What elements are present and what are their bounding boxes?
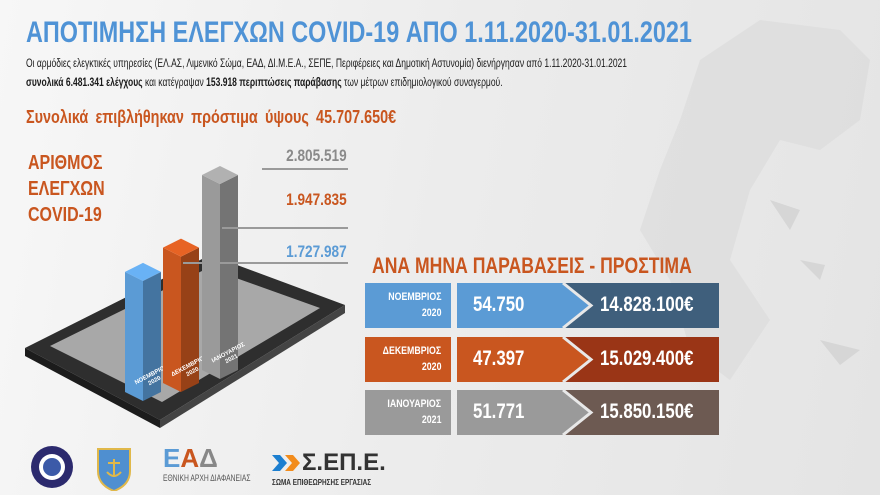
sepe-name: ΣΩΜΑ ΕΠΙΘΕΩΡΗΣΗΣ ΕΡΓΑΣΙΑΣ: [272, 478, 372, 487]
chart-title: ΑΡΙΘΜΟΣ ΕΛΕΓΧΩΝ COVID-19: [28, 150, 124, 228]
violations-value: 51.771: [473, 400, 525, 423]
chart-title-line: ΕΛΕΓΧΩΝ: [28, 178, 105, 200]
month-label: ΙΑΝΟΥΑΡΙΟΣ: [387, 398, 441, 410]
intro-text: και κατέγραψαν: [142, 77, 207, 89]
sepe-chevrons-icon: [272, 455, 300, 471]
violations-value: 54.750: [473, 293, 525, 316]
violations-arrow: [457, 388, 594, 437]
ead-logo: ΕΑΔ ΕΘΝΙΚΗ ΑΡΧΗ ΔΙΑΦΑΝΕΙΑΣ: [163, 443, 280, 484]
year-label: 2020: [421, 307, 441, 319]
ead-mark-letter: Α: [180, 443, 200, 473]
bar-face-right: [143, 271, 161, 401]
page-title: ΑΠΟΤΙΜΗΣΗ ΕΛΕΓΧΩΝ COVID-19 ΑΠΟ 1.11.2020…: [26, 16, 692, 49]
ead-mark-letter: Δ: [199, 443, 218, 473]
bar-face-top: [125, 262, 161, 281]
table-title: ΑΝΑ ΜΗΝΑ ΠΑΡΑΒΑΣΕΙΣ - ΠΡΟΣΤΙΜΑ: [372, 253, 692, 278]
fines-value: 14.828.100€: [600, 293, 694, 316]
total-violations: 153.918 περιπτώσεις παράβασης: [206, 77, 342, 89]
month-cell: ΝΟΕΜΒΡΙΟΣ 2020: [365, 283, 451, 328]
table-row: ΔΕΚΕΜΒΡΙΟΣ 2020 47.397 15.029.400€: [365, 335, 719, 384]
bar-face-top: [163, 238, 199, 257]
bar-1: ΝΟΕΜΒΡΙΟΣ2020: [125, 262, 169, 401]
year-label: 2021: [421, 414, 441, 426]
bar-chart-3d: ΝΟΕΜΒΡΙΟΣ2020ΔΕΚΕΜΒΡΙΟΣ2020ΙΑΝΟΥΑΡΙΟΣ202…: [25, 166, 345, 428]
month-cell: ΔΕΚΕΜΒΡΙΟΣ 2020: [365, 337, 451, 382]
intro-line-2: συνολικά 6.481.341 ελέγχους και κατέγραψ…: [26, 77, 670, 89]
bar-face-left: [163, 247, 181, 392]
intro-text: των μέτρων επιδημιολογικού συναγερμού.: [341, 77, 503, 89]
value-label-january: 2.805.519: [286, 146, 347, 165]
table-row: ΙΑΝΟΥΑΡΙΟΣ 2021 51.771 15.850.150€: [365, 388, 719, 437]
value-leader-line: [183, 262, 348, 264]
ead-mark-letter: Ε: [163, 443, 181, 473]
bar-face-top: [202, 166, 238, 184]
fines-value: 15.029.400€: [600, 347, 694, 370]
chart-title-line: COVID-19: [28, 204, 102, 226]
bar-face-right: [181, 247, 199, 392]
intro-line-1: Οι αρμόδιες ελεγκτικές υπηρεσίες (ΕΛ.ΑΣ,…: [26, 58, 628, 70]
month-label: ΔΕΚΕΜΒΡΙΟΣ: [382, 345, 441, 357]
month-cell: ΙΑΝΟΥΑΡΙΟΣ 2021: [365, 390, 451, 435]
value-leader-line: [222, 227, 348, 229]
violations-arrow: [457, 281, 594, 330]
bar-face-left: [202, 175, 220, 379]
bar-face-right: [220, 175, 238, 379]
year-label: 2020: [421, 361, 441, 373]
coastguard-logo: [97, 448, 131, 491]
sepe-logo: Σ.ΕΠ.Ε. ΣΩΜΑ ΕΠΙΘΕΩΡΗΣΗΣ ΕΡΓΑΣΙΑΣ: [272, 451, 396, 488]
sepe-mark: Σ.ΕΠ.Ε.: [302, 449, 386, 476]
value-label-november: 1.727.987: [286, 242, 347, 261]
fines-value: 15.850.150€: [600, 400, 694, 423]
violations-arrow: [457, 335, 594, 384]
value-label-december: 1.947.835: [286, 190, 347, 209]
chart-title-line: ΑΡΙΘΜΟΣ: [28, 152, 103, 174]
ead-name: ΕΘΝΙΚΗ ΑΡΧΗ ΔΙΑΦΑΝΕΙΑΣ: [163, 473, 251, 483]
total-checks: συνολικά 6.481.341 ελέγχους: [26, 77, 143, 89]
police-logo: [31, 446, 73, 488]
violations-value: 47.397: [473, 347, 525, 370]
bar-3: ΙΑΝΟΥΑΡΙΟΣ2021: [202, 166, 246, 379]
total-fines: Συνολικά επιβλήθηκαν πρόστιμα ύψους 45.7…: [26, 107, 397, 127]
month-label: ΝΟΕΜΒΡΙΟΣ: [387, 291, 441, 303]
bar-face-left: [125, 271, 143, 401]
table-row: ΝΟΕΜΒΡΙΟΣ 2020 54.750 14.828.100€: [365, 281, 719, 330]
value-leader-line: [262, 168, 348, 170]
